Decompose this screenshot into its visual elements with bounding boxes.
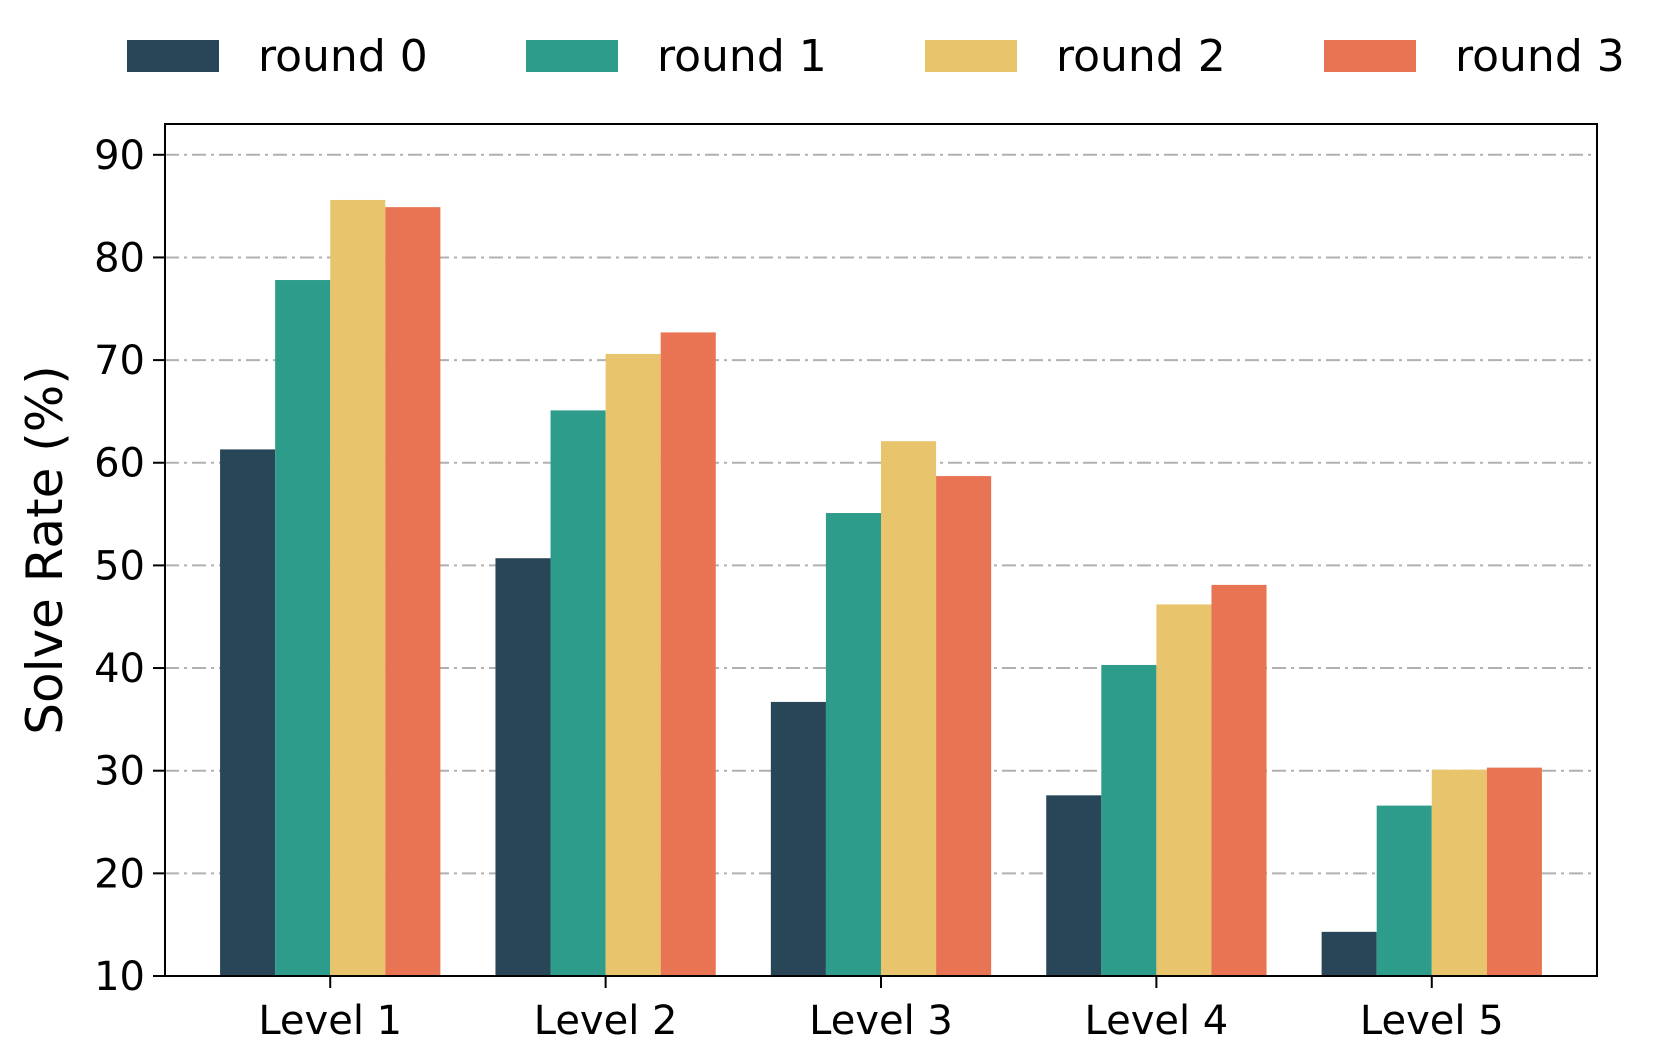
y-axis-label: Solve Rate (%)	[16, 365, 74, 735]
bar-round-0-level-4	[1046, 795, 1102, 976]
y-axis: 10 20 30 40 50 60 70 80 90	[94, 133, 165, 1000]
y-tick-label: 50	[94, 543, 145, 589]
bar-round-0-level-1	[220, 449, 276, 976]
bar-round-3-level-4	[1211, 584, 1267, 976]
bar-round-1-level-5	[1376, 805, 1432, 976]
bar-round-3-level-2	[660, 332, 716, 976]
y-tick-label: 80	[94, 235, 145, 281]
x-tick-label: Level 2	[534, 998, 678, 1044]
legend: round 0 round 1 round 2 round 3	[127, 31, 1625, 82]
y-tick-label: 10	[94, 954, 145, 1000]
y-tick-label: 60	[94, 441, 145, 487]
x-tick-label: Level 5	[1360, 998, 1504, 1044]
bar-round-3-level-1	[385, 207, 441, 977]
legend-swatch	[127, 40, 219, 72]
legend-swatch	[1324, 40, 1416, 72]
legend-label: round 1	[657, 31, 827, 82]
bar-round-1-level-2	[550, 410, 606, 977]
y-tick-label: 90	[94, 133, 145, 179]
bar-round-2-level-5	[1431, 769, 1487, 976]
legend-label: round 2	[1056, 31, 1226, 82]
y-tick-label: 70	[94, 338, 145, 384]
x-tick-label: Level 4	[1085, 998, 1229, 1044]
y-tick-label: 40	[94, 646, 145, 692]
legend-label: round 0	[258, 31, 428, 82]
bar-round-2-level-3	[881, 441, 937, 976]
x-tick-label: Level 1	[258, 998, 402, 1044]
bar-round-0-level-3	[770, 701, 826, 976]
y-tick-label: 20	[94, 851, 145, 897]
bars	[220, 199, 1542, 977]
bar-round-1-level-4	[1101, 664, 1157, 976]
legend-label: round 3	[1455, 31, 1625, 82]
legend-swatch	[925, 40, 1017, 72]
bar-round-0-level-5	[1321, 931, 1377, 976]
bar-round-1-level-1	[275, 280, 331, 976]
x-axis: Level 1 Level 2 Level 3 Level 4 Level 5	[258, 976, 1504, 1044]
legend-swatch	[526, 40, 618, 72]
bar-round-2-level-2	[605, 353, 661, 976]
bar-round-1-level-3	[825, 513, 881, 976]
bar-round-3-level-3	[936, 476, 992, 976]
bar-round-3-level-5	[1486, 767, 1542, 976]
bar-round-0-level-2	[495, 558, 551, 976]
bar-round-2-level-1	[330, 199, 386, 977]
x-tick-label: Level 3	[809, 998, 953, 1044]
bar-round-2-level-4	[1156, 604, 1212, 976]
y-tick-label: 30	[94, 749, 145, 795]
